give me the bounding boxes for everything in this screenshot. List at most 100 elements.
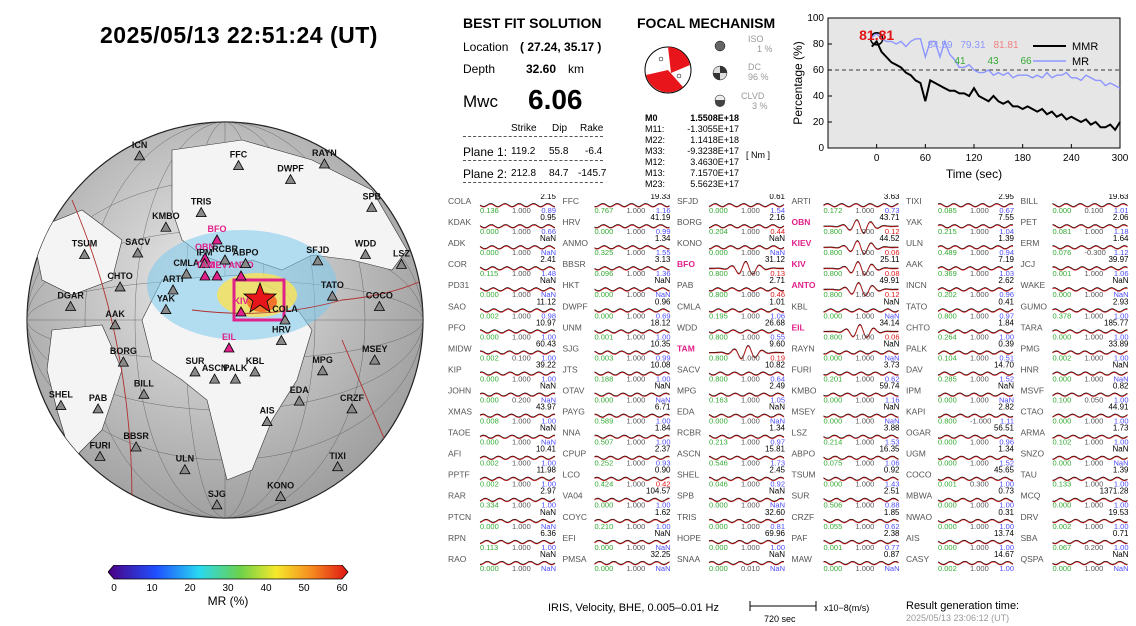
shift-value: 0.002 (1053, 522, 1072, 531)
moment-key: M23: (645, 179, 666, 189)
station-name: UNM (563, 322, 582, 332)
synthetic-trace (594, 266, 670, 271)
waveform-cell: DWPF 0.96 0.000 1.000 0.69 (563, 297, 672, 320)
moment-key: M11: (645, 124, 665, 134)
shift-value: 0.000 (824, 480, 843, 489)
vr-value: NaN (654, 276, 670, 285)
synthetic-trace (479, 245, 556, 250)
moment-value: 5.5623E+17 (690, 179, 739, 189)
vr-value: 1.73 (1113, 424, 1129, 433)
shift-value: 0.000 (1053, 206, 1072, 215)
waveform-cell: ADK NaN 0.000 1.000 NaN (448, 234, 556, 257)
station-label: AIS (260, 406, 275, 416)
station-marker (92, 403, 104, 414)
vr-value: NaN (540, 424, 556, 433)
weight-value: 1.000 (970, 564, 989, 573)
vr-value: 26.68 (765, 318, 786, 327)
shift-value: 0.104 (938, 353, 957, 362)
waveform-cell: SPB NaN 0.000 1.000 NaN (677, 487, 785, 510)
observed-trace (479, 245, 556, 250)
station-marker (366, 201, 378, 212)
weight-value: 1.000 (741, 543, 760, 552)
waveform-cell: QSPA NaN 0.000 1.000 NaN (1021, 550, 1129, 573)
weight-value: 1.000 (741, 438, 760, 447)
observed-trace (708, 224, 785, 228)
shift-value: 0.000 (824, 395, 843, 404)
ratio-value: 0.51 (999, 353, 1014, 362)
synthetic-trace (594, 351, 670, 355)
synthetic-trace (1052, 456, 1128, 461)
ratio-value: 1.00 (999, 564, 1014, 573)
moment-key: M13: (645, 168, 666, 178)
ratio-value: 1.04 (999, 227, 1014, 236)
vr-value: 11.98 (537, 466, 557, 475)
col-dip: Dip (552, 123, 568, 134)
weight-value: 1.000 (1085, 332, 1104, 341)
station-name: KIV (792, 259, 807, 269)
weight-value: 0.200 (512, 395, 531, 404)
synthetic-trace (594, 329, 670, 334)
vr-value: NaN (769, 234, 785, 243)
station-name: NWAO (906, 512, 933, 522)
waveform-cell: AFI 10.41 0.002 1.000 1.00 (448, 445, 557, 468)
waveform-cell: MBWA 0.73 0.000 1.000 1.00 (906, 487, 1015, 510)
observed-trace (708, 392, 785, 397)
shift-value: 0.506 (824, 501, 843, 510)
ratio-value: NaN (1113, 290, 1128, 299)
vr-value: 1.34 (655, 234, 671, 243)
station-label: OBN (195, 242, 215, 252)
synthetic-trace (823, 456, 899, 461)
moment-key: M33: (645, 146, 666, 156)
globe-map: COLA BILL FFC TIXI YAK SFJD ULN ICN HRV BORG DWPF K… (26, 121, 424, 519)
station-name: FFC (563, 196, 580, 206)
waveform-cell: UNM 18.12 0.001 1.000 1.00 (563, 318, 672, 341)
weight-value: 1.000 (856, 395, 875, 404)
weight-value: 1.000 (856, 332, 875, 341)
station-marker (261, 415, 273, 427)
waveform-cell: PFO 10.97 0.000 1.000 1.00 (448, 318, 557, 341)
x-tick-label: 180 (1014, 153, 1031, 164)
waveform-cell: KIV 25.11 0.800 1.000 0.08 (792, 255, 901, 278)
station-name: COLA (448, 196, 471, 206)
ratio-value: NaN (884, 311, 899, 320)
station-marker (78, 248, 91, 259)
observed-trace (594, 413, 670, 418)
clvd-value: 3 % (752, 101, 768, 111)
station-label: LSZ (393, 248, 411, 258)
waveform-cell: WDD 26.68 0.800 1.000 0.55 (677, 318, 786, 341)
vr-value: NaN (654, 381, 670, 390)
weight-value: 1.000 (856, 269, 875, 278)
vr-value: 0.71 (1113, 529, 1129, 538)
gen-time: 2025/05/13 23:06:12 (UT) (906, 613, 1010, 623)
ratio-value: 1.00 (541, 374, 556, 383)
shift-value: 0.800 (938, 311, 957, 320)
ratio-value: NaN (541, 522, 556, 531)
observed-trace (479, 350, 556, 355)
station-marker (223, 342, 235, 353)
synthetic-trace (937, 329, 1014, 334)
vr-value: 10.97 (536, 318, 557, 327)
weight-value: 1.000 (741, 459, 760, 468)
station-name: SPB (677, 491, 694, 501)
vr-value: 6.71 (655, 403, 671, 412)
shift-value: 0.000 (595, 501, 614, 510)
station-name: CHTO (906, 322, 930, 332)
waveform-cell: ASCN 15.81 0.546 1.000 1.73 (677, 445, 786, 468)
station-label: BORG (110, 346, 137, 356)
waveform-cell: MAW 0.87 0.000 1.000 NaN (792, 550, 901, 573)
waveform-cell: WAKE NaN 0.000 1.000 NaN (1021, 276, 1129, 299)
station-label: YAK (157, 294, 176, 304)
weight-value: 1.000 (512, 564, 531, 573)
waveform-cell: CHTO 1.84 0.264 1.000 1.00 (906, 318, 1015, 341)
weight-value: 1.000 (512, 269, 531, 278)
station-label: PALK (223, 363, 247, 373)
weight-value: 1.000 (741, 269, 760, 278)
annotation-bottom: 66 (1020, 56, 1032, 67)
station-label: FURI (90, 440, 111, 450)
synthetic-trace (823, 435, 899, 440)
depth-label: Depth (463, 62, 496, 76)
weight-value: 1.000 (627, 248, 646, 257)
weight-value: 1.000 (856, 290, 875, 299)
shift-value: 0.546 (709, 459, 728, 468)
synthetic-trace (479, 561, 556, 566)
